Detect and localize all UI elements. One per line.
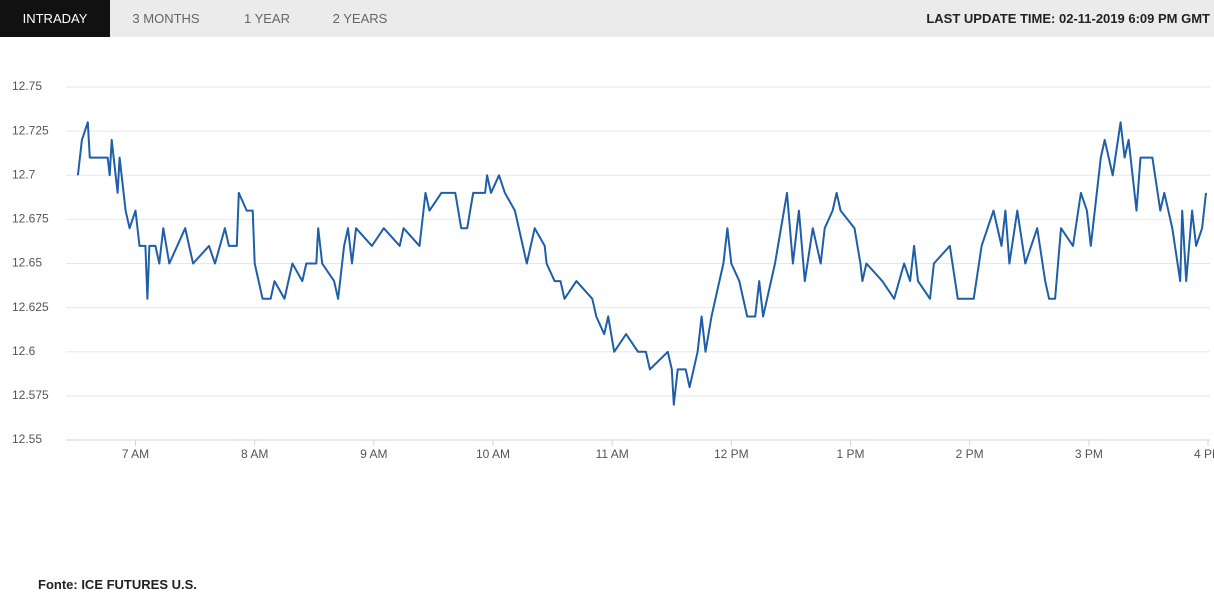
y-tick-label: 12.65	[12, 256, 42, 270]
x-tick-label: 7 AM	[122, 447, 149, 461]
y-tick-label: 12.625	[12, 300, 49, 314]
last-update: LAST UPDATE TIME: 02-11-2019 6:09 PM GMT	[926, 11, 1210, 26]
x-tick-label: 1 PM	[837, 447, 865, 461]
tab[interactable]: 2 YEARS	[332, 11, 388, 26]
tab[interactable]: INTRADAY	[0, 0, 110, 37]
x-tick-label: 8 AM	[241, 447, 268, 461]
tab[interactable]: 3 MONTHS	[132, 11, 200, 26]
x-tick-label: 3 PM	[1075, 447, 1103, 461]
y-tick-label: 12.55	[12, 432, 42, 446]
y-tick-label: 12.675	[12, 212, 49, 226]
tab-bar: INTRADAY 3 MONTHS 1 YEAR 2 YEARS	[0, 0, 1214, 37]
x-tick-label: 12 PM	[714, 447, 749, 461]
y-tick-label: 12.575	[12, 388, 49, 402]
y-tick-label: 12.725	[12, 123, 49, 137]
tab[interactable]: 1 YEAR	[243, 11, 290, 26]
x-tick-label: 9 AM	[360, 447, 387, 461]
y-tick-label: 12.7	[12, 167, 36, 181]
chart: 12.55 12.575 12.6 12.625 12.65 12.675 12.7 12.7…	[12, 79, 1214, 461]
x-tick-label: 11 AM	[596, 447, 629, 461]
x-tick-label: 2 PM	[956, 447, 984, 461]
x-tick-label: 10 AM	[476, 447, 510, 461]
x-tick-label: 4 PM	[1194, 447, 1214, 461]
source: Fonte: ICE FUTURES U.S.	[38, 577, 197, 592]
y-tick-label: 12.75	[12, 79, 42, 93]
price-line	[76, 121, 1207, 406]
y-tick-label: 12.6	[12, 344, 36, 358]
